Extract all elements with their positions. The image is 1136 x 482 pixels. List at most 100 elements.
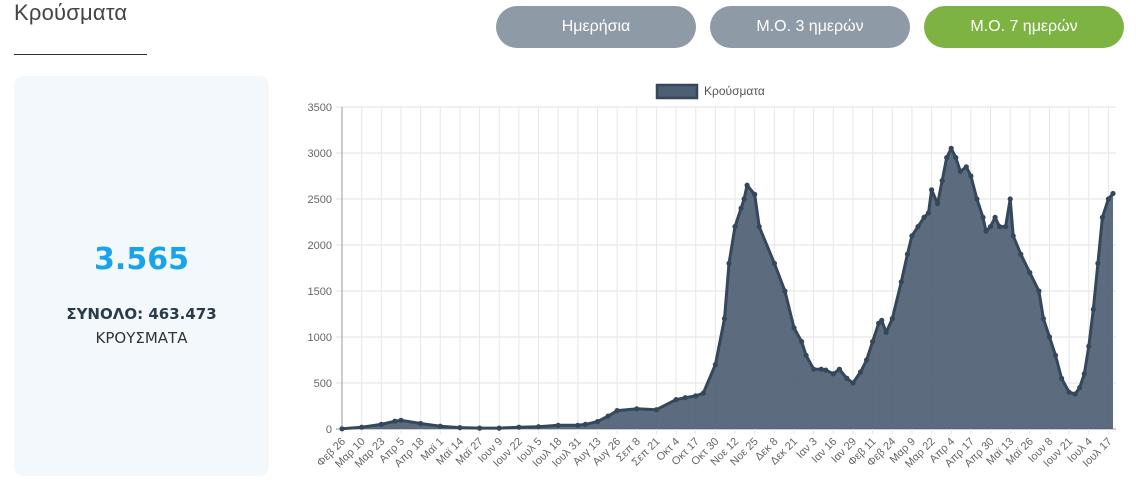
data-point	[844, 375, 850, 381]
data-point	[1066, 389, 1072, 395]
y-tick-label: 2000	[308, 240, 332, 252]
data-point	[605, 413, 611, 419]
data-point	[741, 196, 747, 202]
data-point	[1018, 251, 1024, 257]
cases-sub-label: ΚΡΟΥΣΜΑΤΑ	[95, 329, 188, 347]
data-point	[535, 424, 542, 430]
data-point	[980, 214, 986, 220]
data-point	[1059, 375, 1065, 381]
data-point	[944, 155, 950, 161]
data-point	[339, 426, 345, 432]
data-point	[1007, 196, 1013, 202]
moving-average-7-days-button[interactable]: Μ.Ο. 7 ημερών	[924, 6, 1124, 48]
data-point	[1052, 352, 1059, 358]
data-point	[457, 425, 463, 431]
data-point	[1110, 190, 1116, 197]
data-point	[398, 417, 404, 423]
data-point	[712, 362, 718, 368]
data-point	[634, 406, 640, 412]
data-point	[909, 233, 915, 239]
y-tick-label: 2500	[308, 194, 332, 206]
data-point	[1090, 306, 1096, 312]
data-point	[879, 317, 885, 323]
data-point	[1095, 260, 1101, 266]
data-point	[811, 366, 817, 372]
data-point	[700, 390, 706, 396]
data-point	[987, 224, 994, 230]
data-point	[997, 224, 1003, 230]
data-point	[889, 316, 895, 322]
y-tick-label: 1000	[308, 332, 332, 344]
data-point	[1077, 385, 1083, 391]
data-point	[496, 425, 502, 431]
data-point	[904, 251, 911, 257]
data-point	[1010, 233, 1016, 239]
y-tick-label: 1500	[308, 286, 332, 298]
data-point	[555, 422, 561, 428]
data-point	[957, 168, 963, 174]
total-cases-label: ΣΥΝΟΛΟ: 463.473	[66, 305, 217, 323]
stats-card: 3.565 ΣΥΝΟΛΟ: 463.473 ΚΡΟΥΣΜΑΤΑ	[14, 76, 269, 476]
data-point	[378, 421, 384, 427]
data-point	[752, 191, 758, 197]
daily-cases-value: 3.565	[94, 242, 189, 277]
y-tick-label: 3000	[308, 148, 332, 160]
y-tick-label: 3500	[308, 102, 332, 114]
data-point	[418, 420, 424, 427]
data-point	[803, 352, 809, 358]
data-point	[935, 201, 941, 207]
data-point	[799, 339, 805, 345]
data-point	[1036, 288, 1042, 294]
legend-label: Κρούσματα	[704, 84, 765, 98]
data-point	[477, 425, 483, 431]
y-tick-label: 0	[326, 424, 332, 436]
data-point	[948, 145, 954, 151]
data-point	[726, 260, 732, 266]
data-point	[830, 371, 836, 377]
data-point	[1099, 214, 1105, 220]
data-point	[782, 288, 788, 294]
data-point	[836, 366, 843, 372]
data-point	[963, 164, 969, 170]
data-point	[682, 395, 688, 401]
data-point	[983, 228, 989, 234]
data-point	[673, 397, 679, 403]
data-point	[968, 173, 974, 179]
data-point	[883, 329, 889, 335]
data-point	[744, 182, 750, 188]
daily-button[interactable]: Ημερήσια	[496, 6, 696, 48]
data-point	[693, 393, 699, 399]
data-point	[732, 224, 738, 230]
data-point	[771, 260, 777, 266]
data-point	[1072, 391, 1078, 397]
data-point	[392, 418, 398, 424]
data-point	[437, 423, 443, 429]
data-point	[818, 366, 824, 372]
data-point	[939, 178, 945, 184]
data-point	[721, 316, 728, 322]
data-point	[921, 214, 927, 220]
page-title: Κρούσματα	[14, 0, 128, 25]
data-point	[1046, 334, 1053, 340]
data-point	[992, 214, 998, 220]
title-underline	[14, 54, 147, 55]
data-point	[864, 357, 870, 363]
data-point	[1105, 196, 1111, 202]
data-point	[582, 421, 588, 427]
data-point	[516, 424, 522, 430]
data-point	[791, 325, 797, 331]
data-point	[898, 279, 904, 285]
data-point	[1040, 316, 1046, 322]
data-point	[614, 408, 620, 414]
data-point	[953, 155, 959, 161]
data-point	[359, 424, 365, 430]
data-point	[925, 210, 932, 216]
legend-swatch	[655, 83, 699, 100]
data-point	[850, 380, 856, 386]
data-point	[653, 407, 659, 413]
data-point	[870, 339, 876, 345]
data-point	[1003, 224, 1009, 230]
y-tick-label: 500	[314, 378, 332, 390]
moving-average-3-days-button[interactable]: Μ.Ο. 3 ημερών	[710, 6, 910, 48]
